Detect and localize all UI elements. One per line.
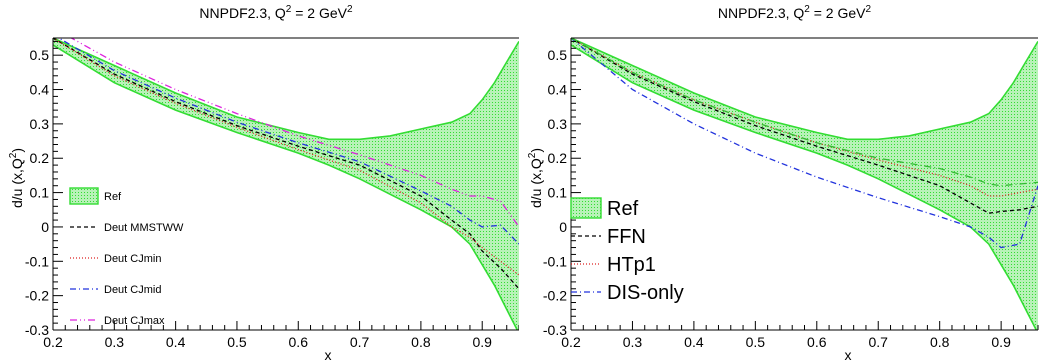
series-line-dis-only — [571, 38, 1038, 249]
plot-area — [53, 38, 519, 330]
series-line-deut-cjmax — [70, 38, 519, 228]
x-tick-label: 0.2 — [561, 334, 581, 350]
band-ref-upper-edge — [571, 38, 1038, 141]
legend-label-deut-cjmin: Deut CJmin — [104, 253, 161, 265]
x-tick-label: 0.6 — [289, 334, 309, 350]
y-tick-label: -0.1 — [25, 253, 49, 269]
x-axis-label: x — [845, 347, 852, 363]
chart-right: NNPDF2.3, Q2 = 2 GeV2 0.2 0.3 0.4 0.5 0.6 0.7 0… — [527, 4, 1039, 363]
x-tick-label: 0.9 — [991, 334, 1011, 350]
legend-swatch-ref — [570, 197, 602, 219]
chart-title: NNPDF2.3, Q2 = 2 GeV2 — [199, 4, 353, 21]
x-tick-label: 0.5 — [746, 334, 766, 350]
y-tick-label: 0.4 — [548, 82, 568, 98]
series-line-deut-cjmid — [57, 38, 519, 245]
legend-label-deut-cjmax: Deut CJmax — [104, 315, 165, 327]
x-tick-label: 0.9 — [472, 334, 492, 350]
legend-label-ref: Ref — [607, 198, 639, 220]
legend: Ref FFN HTp1 DIS-only — [570, 197, 684, 304]
x-tick-label: 0.8 — [930, 334, 950, 350]
x-tick-label: 0.8 — [411, 334, 431, 350]
band-ref-lower-edge — [53, 44, 519, 330]
x-axis-label: x — [325, 347, 332, 363]
x-tick-label: 0.7 — [869, 334, 889, 350]
y-axis-label: d/u (x,Q2) — [8, 148, 25, 208]
x-tick-label: 0.4 — [166, 334, 186, 350]
legend-swatch-ref — [69, 187, 99, 205]
x-tick-label: 0.7 — [350, 334, 370, 350]
y-tick-label: -0.2 — [25, 288, 49, 304]
y-tick-label: 0.3 — [30, 116, 50, 132]
y-tick-label: -0.3 — [25, 322, 49, 338]
chart-left: NNPDF2.3, Q2 = 2 GeV2 0.2 0.3 0.4 0.5 0.6 0.7 0… — [8, 4, 519, 363]
legend: Ref Deut MMSTWW Deut CJmin Deut CJmid Deut C… — [69, 187, 184, 327]
y-tick-label: 0.4 — [30, 82, 50, 98]
x-tick-label: 0.3 — [105, 334, 125, 350]
plot-area — [571, 38, 1038, 330]
series-line-unlabeled-3 — [571, 38, 1038, 187]
y-tick-label: -0.3 — [543, 322, 567, 338]
y-tick-label: -0.1 — [543, 253, 567, 269]
y-tick-label: 0.5 — [548, 47, 568, 63]
y-tick-label: 0.3 — [548, 116, 568, 132]
chart-title: NNPDF2.3, Q2 = 2 GeV2 — [718, 4, 872, 21]
y-tick-label: 0.5 — [30, 47, 50, 63]
band-ref-upper-edge — [53, 38, 519, 141]
y-tick-label: 0.1 — [30, 185, 50, 201]
series-line-ffn — [571, 38, 1038, 214]
legend-label-deut-mmstww: Deut MMSTWW — [104, 222, 184, 234]
y-tick-label: 0 — [41, 219, 49, 235]
y-tick-label: 0.2 — [30, 150, 50, 166]
x-tick-label: 0.3 — [623, 334, 643, 350]
legend-label-dis-only: DIS-only — [607, 282, 684, 304]
y-tick-label: 0.1 — [548, 185, 568, 201]
series-line-deut-mmstww — [53, 38, 519, 290]
band-ref-lower-edge — [571, 44, 1038, 330]
x-tick-label: 0.4 — [684, 334, 704, 350]
x-tick-label: 0.6 — [807, 334, 827, 350]
legend-label-deut-cjmid: Deut CJmid — [104, 284, 161, 296]
series-line-deut-cjmin — [53, 38, 519, 276]
x-tick-label: 0.2 — [43, 334, 63, 350]
y-tick-label: 0.2 — [548, 150, 568, 166]
legend-label-ref: Ref — [104, 191, 122, 203]
y-axis-label: d/u (x,Q2) — [527, 148, 544, 208]
legend-label-ffn: FFN — [607, 226, 646, 248]
y-tick-label: -0.2 — [543, 288, 567, 304]
x-tick-label: 0.5 — [227, 334, 247, 350]
y-tick-label: 0 — [559, 219, 567, 235]
band-ref — [571, 38, 1038, 330]
legend-label-htp1: HTp1 — [607, 254, 656, 276]
